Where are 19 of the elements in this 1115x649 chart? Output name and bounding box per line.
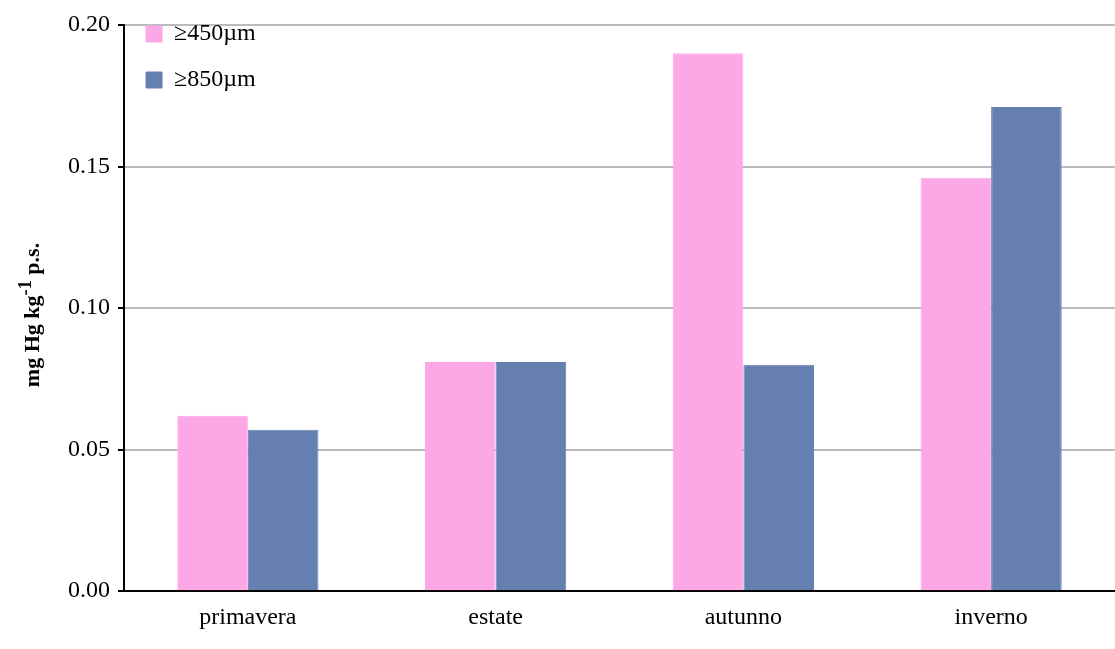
x-tick-label: autunno bbox=[704, 602, 783, 629]
y-tick-label: 0.20 bbox=[68, 10, 110, 37]
y-tick-label: 0.10 bbox=[68, 293, 110, 320]
x-tick-label: estate bbox=[468, 602, 523, 629]
bar bbox=[743, 364, 814, 591]
legend-label: ≥850µm bbox=[174, 65, 256, 92]
bar bbox=[177, 415, 248, 591]
bar bbox=[425, 361, 496, 591]
x-tick-label: inverno bbox=[954, 602, 1028, 629]
legend-label: ≥450µm bbox=[174, 19, 256, 46]
bar bbox=[991, 107, 1062, 591]
y-tick-label: 0.00 bbox=[68, 576, 110, 603]
y-tick-label: 0.15 bbox=[68, 151, 110, 178]
y-tick-label: 0.05 bbox=[68, 434, 110, 461]
bar bbox=[672, 53, 744, 591]
x-tick-label: primavera bbox=[199, 602, 297, 629]
bar bbox=[247, 429, 319, 591]
bar bbox=[495, 361, 567, 591]
bar bbox=[920, 177, 992, 591]
